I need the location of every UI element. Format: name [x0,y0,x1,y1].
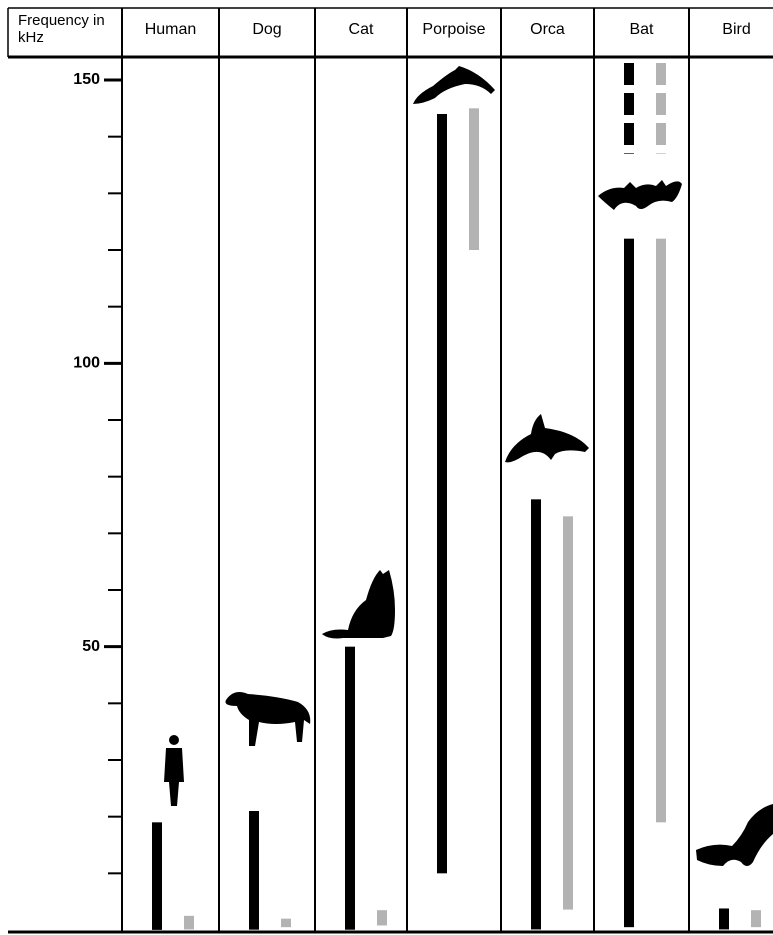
range-bar [531,499,541,930]
range-bar [152,822,162,930]
column-header: Bat [629,21,654,38]
range-bar [719,908,729,930]
silhouettes [164,66,773,866]
range-bar [624,238,634,928]
y-axis-label: Frequency in kHz [18,12,105,46]
column-header: Human [145,21,197,38]
range-bar [345,646,355,930]
range-bar [281,918,291,928]
column-header: Bird [722,21,750,38]
y-tick-label: 100 [73,355,100,372]
range-bar [377,910,387,926]
range-bar [656,238,666,823]
range-bar [437,114,447,874]
column-header: Dog [252,21,281,38]
range-bar [249,811,259,930]
y-tick-label: 150 [73,71,100,88]
column-header: Orca [530,21,565,38]
range-bar [751,910,761,928]
y-tick-label: 50 [82,638,100,655]
range-bar [184,915,194,930]
range-bar [563,516,573,910]
frame [7,7,773,934]
column-header: Porpoise [422,21,485,38]
range-bar [469,108,479,250]
column-header: Cat [349,21,374,38]
